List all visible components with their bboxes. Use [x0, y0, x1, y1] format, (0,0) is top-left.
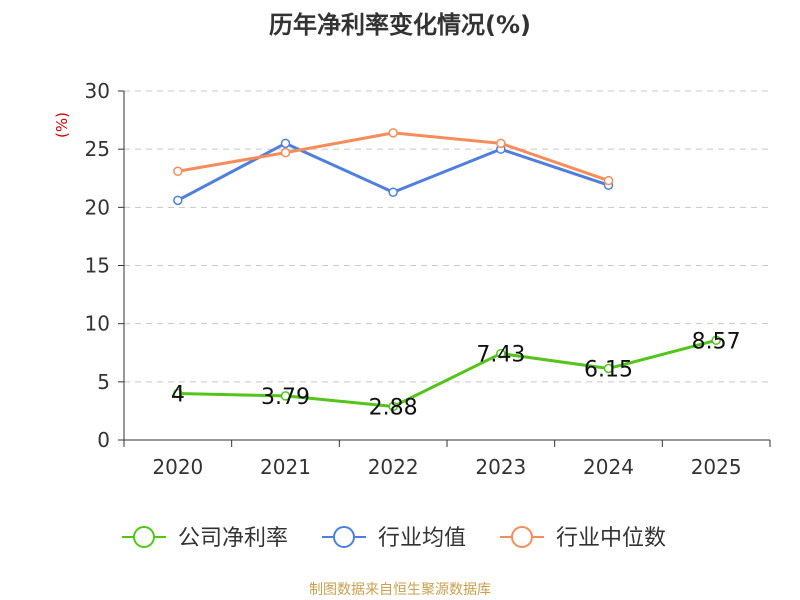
data-label: 8.57 — [692, 329, 741, 354]
series-point — [388, 128, 398, 138]
legend-swatch-marker — [133, 526, 155, 548]
y-axis-unit-label: (%) — [53, 112, 71, 138]
legend: 公司净利率 行业均值 行业中位数 — [122, 526, 666, 551]
series-point — [388, 187, 398, 197]
series-point — [280, 147, 291, 158]
data-label: 7.43 — [476, 343, 525, 368]
series-layer: 4 3.79 2.88 7.43 6.15 8.57 — [171, 128, 741, 420]
x-tick-label: 2025 — [691, 455, 742, 479]
x-tick-label: 2022 — [368, 455, 419, 479]
series-point — [496, 348, 506, 359]
y-tick-label: 5 — [97, 370, 110, 394]
series-point — [173, 166, 183, 177]
legend-swatch-marker — [333, 526, 355, 548]
x-tick-label: 2023 — [475, 455, 526, 479]
legend-label: 公司净利率 — [178, 526, 288, 551]
grid-lines — [124, 90, 770, 383]
y-tick-label: 15 — [85, 254, 110, 278]
x-tick-label: 2024 — [583, 455, 634, 479]
x-tick-label: 2021 — [260, 455, 311, 479]
legend-label: 行业均值 — [378, 526, 466, 551]
legend-label: 行业中位数 — [556, 526, 666, 551]
series-point — [280, 391, 291, 401]
series-point — [388, 401, 398, 412]
series-point — [173, 195, 183, 206]
data-label: 2.88 — [369, 395, 418, 420]
series-point — [173, 388, 183, 399]
y-tick-label: 30 — [85, 79, 110, 103]
series-point — [280, 138, 291, 149]
series-point — [496, 138, 506, 149]
y-tick-label: 25 — [85, 137, 110, 161]
y-tick-label: 0 — [97, 428, 110, 452]
x-tick-label: 2020 — [152, 455, 203, 479]
series-point — [603, 175, 614, 186]
data-label: 4 — [171, 382, 185, 407]
source-note: 制图数据来自恒生聚源数据库 — [309, 582, 491, 598]
data-label: 3.79 — [261, 385, 310, 410]
y-tick-label: 10 — [85, 312, 110, 336]
y-tick-label: 20 — [85, 195, 110, 219]
series-line — [177, 131, 609, 182]
series-point — [603, 363, 614, 374]
data-label: 6.15 — [584, 357, 633, 382]
legend-swatch-marker — [511, 526, 533, 548]
series-point — [711, 335, 721, 346]
series-line — [177, 338, 717, 408]
chart-title: 历年净利率变化情况(%) — [269, 11, 531, 39]
